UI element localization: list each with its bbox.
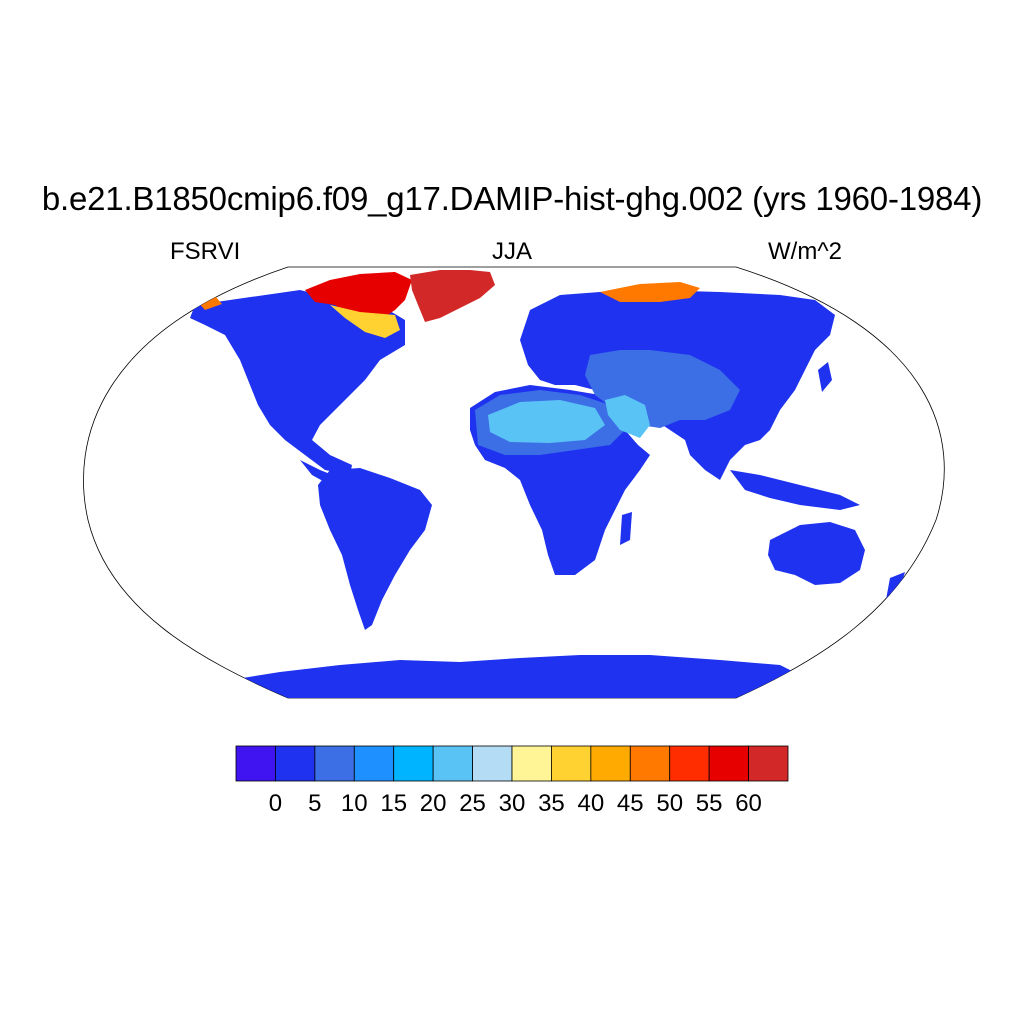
colorbar-box bbox=[551, 745, 592, 782]
greenland bbox=[410, 270, 495, 322]
figure-title: b.e21.B1850cmip6.f09_g17.DAMIP-hist-ghg.… bbox=[41, 180, 983, 217]
colorbar-box bbox=[629, 745, 671, 782]
maritime-continent bbox=[730, 470, 860, 510]
north-america bbox=[190, 290, 405, 475]
antarctica bbox=[230, 655, 810, 698]
canadian-arctic bbox=[305, 272, 412, 320]
colorbar-box bbox=[511, 745, 552, 782]
colorbar-tick-label: 10 bbox=[340, 790, 368, 817]
colorbar-tick-label: 5 bbox=[308, 790, 322, 817]
colorbar-box bbox=[275, 745, 316, 782]
colorbar-tick-label: 15 bbox=[380, 790, 408, 817]
colorbar-tick-label: 0 bbox=[268, 790, 283, 817]
colorbar-tick-label: 35 bbox=[538, 790, 565, 817]
colorbar-box bbox=[353, 745, 395, 782]
colorbar-tick-label: 50 bbox=[656, 790, 684, 817]
colorbar-tick-label: 40 bbox=[577, 790, 605, 817]
colorbar-tick-label: 25 bbox=[459, 790, 486, 817]
units-label: W/m^2 bbox=[768, 238, 842, 265]
colorbar-box bbox=[235, 745, 276, 782]
colorbar-box bbox=[432, 745, 473, 782]
colorbar-box bbox=[708, 745, 749, 782]
sahara-core bbox=[488, 400, 605, 443]
colorbar-tick-label: 55 bbox=[695, 790, 723, 817]
australia bbox=[768, 522, 865, 585]
siberian-arctic bbox=[600, 282, 700, 302]
colorbar-box bbox=[669, 745, 710, 782]
colorbar-box bbox=[590, 745, 631, 782]
colorbar-box bbox=[314, 745, 355, 782]
colorbar-tick-label: 30 bbox=[498, 790, 526, 817]
colorbar-tick-label: 60 bbox=[735, 790, 762, 817]
variable-label: FSRVI bbox=[170, 238, 241, 265]
colorbar-box bbox=[748, 745, 789, 782]
south-america bbox=[318, 468, 432, 630]
japan bbox=[818, 362, 832, 392]
colorbar-box bbox=[472, 745, 513, 782]
colorbar-tick-label: 20 bbox=[419, 790, 447, 817]
canadian-arctic-margin bbox=[330, 305, 400, 338]
colorbar bbox=[235, 745, 789, 782]
season-label: JJA bbox=[491, 238, 532, 265]
arabia-core bbox=[605, 395, 650, 438]
madagascar bbox=[620, 512, 632, 545]
colorbar-box bbox=[393, 745, 434, 782]
colorbar-tick-label: 45 bbox=[616, 790, 644, 817]
